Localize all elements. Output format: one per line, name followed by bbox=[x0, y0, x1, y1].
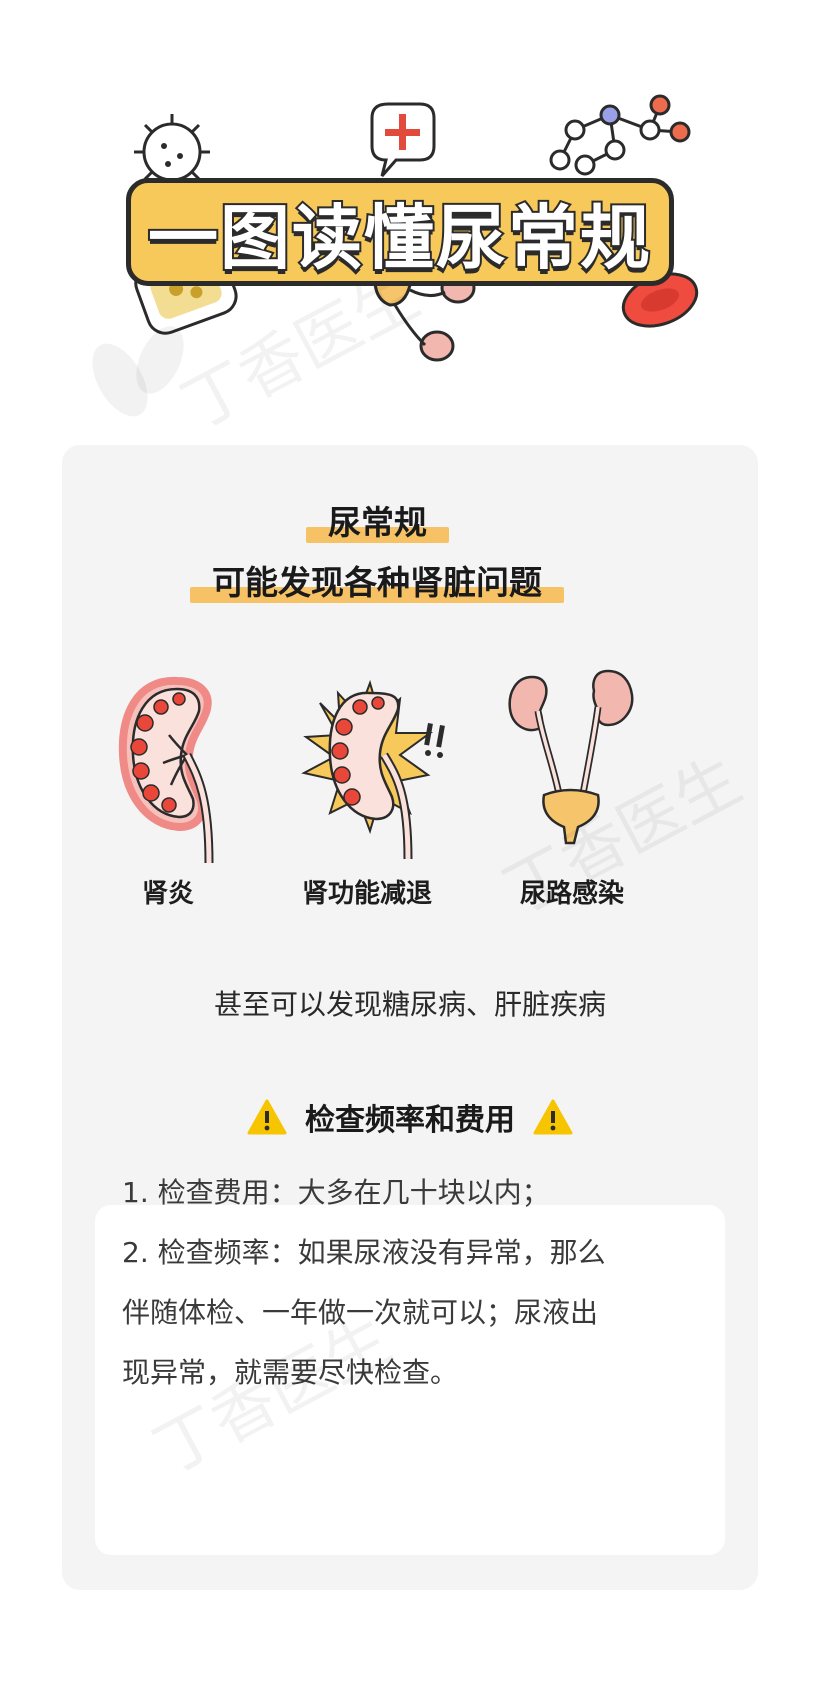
extra-note: 甚至可以发现糖尿病、肝脏疾病 bbox=[213, 988, 606, 1021]
molecule-icon bbox=[549, 94, 691, 176]
section-title: 检查频率和费用 bbox=[305, 1103, 515, 1138]
cost-frequency-box bbox=[95, 1205, 725, 1555]
page-title: 一图读懂尿常规 bbox=[146, 195, 652, 281]
red-blood-cell-icon bbox=[621, 272, 699, 328]
headline-line-2: 可能发现各种肾脏问题 bbox=[190, 561, 564, 605]
headline-line-1: 尿常规 bbox=[306, 501, 449, 545]
medical-cross-bubble-icon bbox=[370, 102, 436, 177]
condition-label-uti: 尿路感染 bbox=[520, 879, 625, 909]
exclamation-icon bbox=[424, 723, 445, 758]
list-item: 现异常，就需要尽快检查。 bbox=[122, 1356, 459, 1389]
condition-label-nephritis: 肾炎 bbox=[142, 879, 195, 909]
urinary-tract-icon bbox=[508, 669, 634, 845]
inflamed-kidney-icon bbox=[118, 676, 214, 864]
warning-icon bbox=[247, 1099, 287, 1135]
list-item: 伴随体检、一年做一次就可以；尿液出 bbox=[122, 1296, 599, 1329]
kidney-bladder-icon bbox=[373, 272, 476, 362]
warning-icon bbox=[533, 1099, 573, 1135]
title-banner: 一图读懂尿常规 bbox=[126, 178, 674, 286]
info-card: 尿常规 可能发现各种肾脏问题 肾炎 肾功能减退 bbox=[62, 445, 758, 1590]
failing-kidney-icon bbox=[301, 679, 445, 860]
section-heading: 检查频率和费用 bbox=[62, 1095, 758, 1139]
list-item: 1. 检查费用：大多在几十块以内； bbox=[122, 1176, 550, 1209]
list-item: 2. 检查频率：如果尿液没有异常，那么 bbox=[122, 1236, 606, 1269]
condition-label-renal-decline: 肾功能减退 bbox=[302, 879, 433, 909]
header-illustration bbox=[92, 94, 699, 417]
watermark-logo bbox=[92, 326, 184, 417]
virus-icon bbox=[134, 114, 210, 190]
